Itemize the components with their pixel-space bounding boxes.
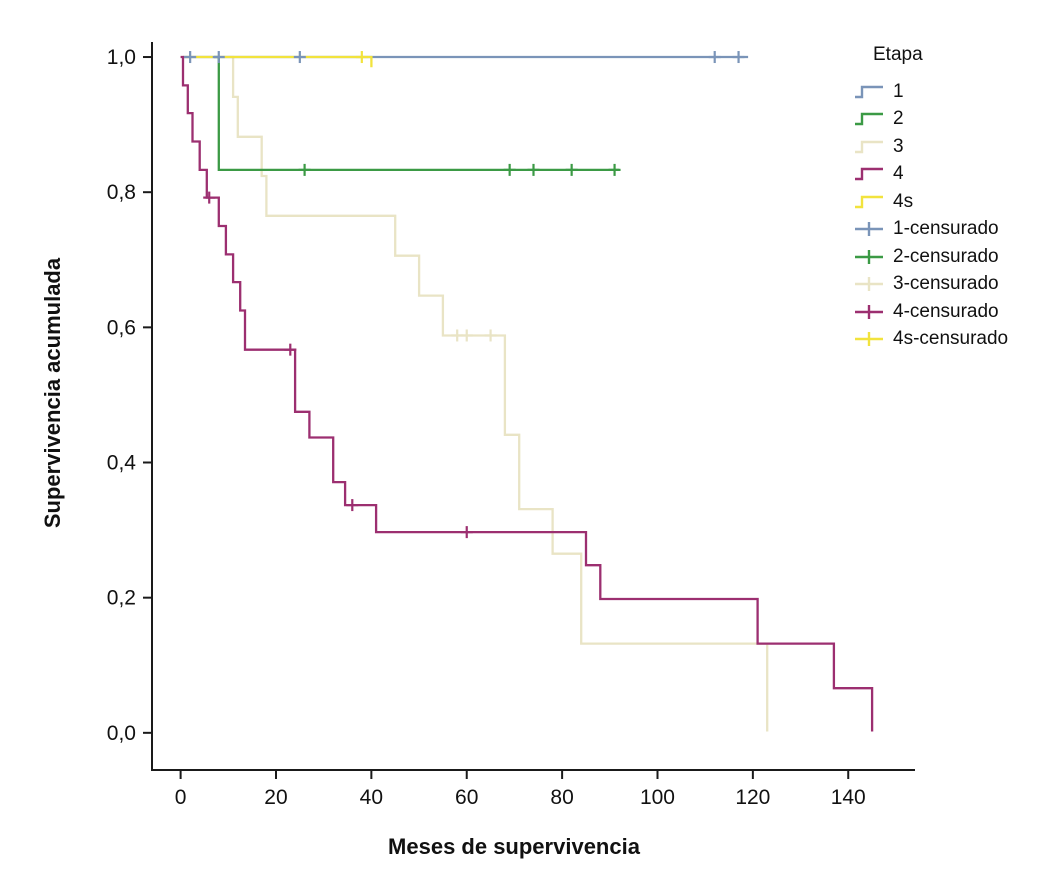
y-tick-label: 0,8 <box>107 181 136 204</box>
censored-marker-icon <box>855 222 883 237</box>
censored-marker-icon <box>855 249 883 264</box>
legend-item-3: 3 <box>853 133 1008 161</box>
y-tick-label: 0,2 <box>107 587 136 610</box>
series-line-4 <box>180 55 874 732</box>
censored-marker-icon <box>855 332 883 347</box>
legend-item-4s: 4s <box>853 188 1008 216</box>
legend-item-label: 3-censurado <box>893 273 999 295</box>
legend-item-label: 2-censurado <box>893 245 999 267</box>
x-tick-label: 0 <box>175 786 187 809</box>
legend-item-1: 1 <box>853 78 1008 106</box>
step-line-icon <box>855 168 883 181</box>
step-line-icon <box>855 113 883 126</box>
y-tick-label: 0,0 <box>107 722 136 745</box>
x-tick-label: 80 <box>550 786 573 809</box>
step-line-icon <box>855 140 883 153</box>
legend-item-label: 1-censurado <box>893 218 999 240</box>
x-tick-label: 40 <box>360 786 383 809</box>
legend-item-label: 3 <box>893 135 904 157</box>
y-tick-label: 0,6 <box>107 316 136 339</box>
legend-item-label: 4 <box>893 163 904 185</box>
legend: Etapa 1 2 3 4 4s 1-censurado 2-censurado 3-cens… <box>853 44 1008 353</box>
legend-item-4s-censurado: 4s-censurado <box>853 326 1008 354</box>
series-line-2 <box>214 55 620 172</box>
legend-items: 1 2 3 4 4s 1-censurado 2-censurado 3-censurado 4… <box>853 78 1008 353</box>
legend-item-4: 4 <box>853 161 1008 189</box>
legend-item-1-censurado: 1-censurado <box>853 216 1008 244</box>
series-line-3 <box>180 55 769 732</box>
y-tick-label: 1,0 <box>107 46 136 69</box>
legend-item-label: 4s <box>893 190 914 212</box>
legend-item-label: 2 <box>893 108 904 130</box>
x-tick-label: 20 <box>264 786 287 809</box>
x-tick-label: 60 <box>455 786 478 809</box>
y-tick-label: 0,4 <box>107 452 137 475</box>
legend-item-label: 4-censurado <box>893 300 999 322</box>
censored-marker-icon <box>855 277 883 292</box>
legend-item-4-censurado: 4-censurado <box>853 298 1008 326</box>
legend-item-label: 1 <box>893 80 904 102</box>
step-line-icon <box>855 85 883 98</box>
legend-item-label: 4s-censurado <box>893 328 1009 350</box>
x-axis-title: Meses de supervivencia <box>388 834 640 859</box>
series-line-4s <box>185 55 373 68</box>
censored-marker-icon <box>855 304 883 319</box>
y-axis-title: Supervivencia acumulada <box>40 257 65 529</box>
x-tick-label: 140 <box>831 786 866 809</box>
legend-title: Etapa <box>873 44 923 65</box>
step-line-icon <box>855 195 883 208</box>
x-tick-label: 120 <box>735 786 770 809</box>
x-tick-label: 100 <box>640 786 675 809</box>
legend-item-2-censurado: 2-censurado <box>853 243 1008 271</box>
legend-item-3-censurado: 3-censurado <box>853 271 1008 299</box>
legend-item-2: 2 <box>853 106 1008 134</box>
